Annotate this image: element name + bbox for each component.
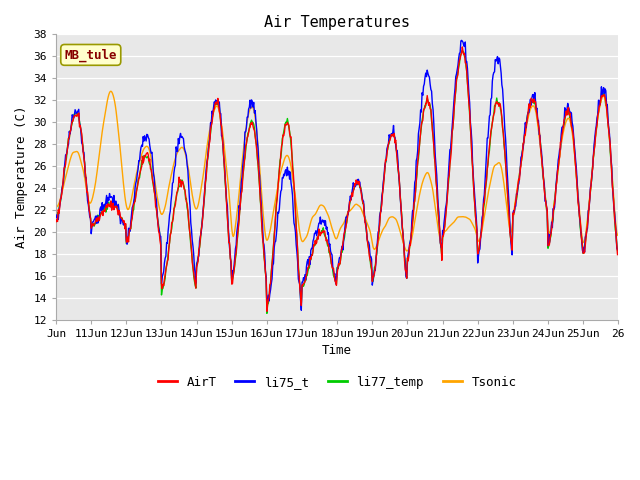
- Legend: AirT, li75_t, li77_temp, Tsonic: AirT, li75_t, li77_temp, Tsonic: [153, 371, 522, 394]
- Y-axis label: Air Temperature (C): Air Temperature (C): [15, 106, 28, 248]
- Title: Air Temperatures: Air Temperatures: [264, 15, 410, 30]
- X-axis label: Time: Time: [322, 344, 352, 357]
- Text: MB_tule: MB_tule: [65, 48, 117, 61]
